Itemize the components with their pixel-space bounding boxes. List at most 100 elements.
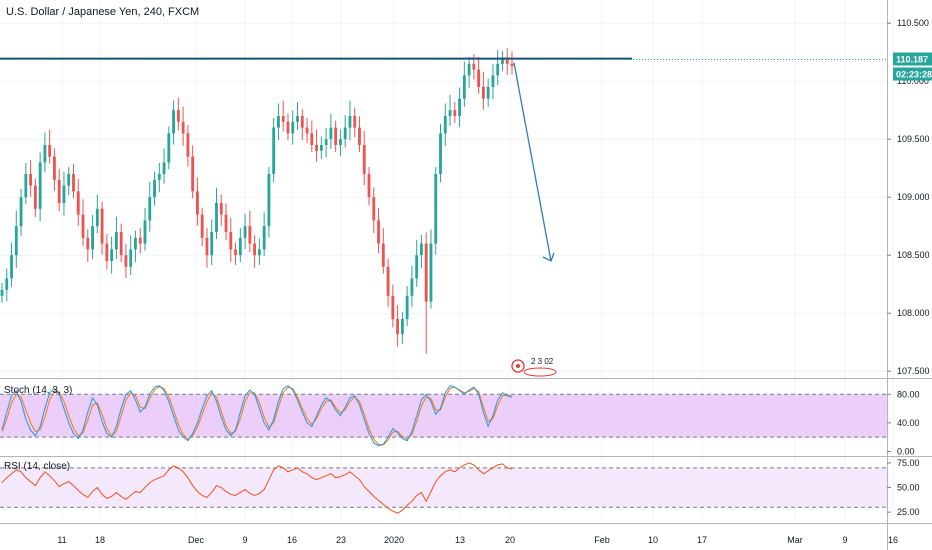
event-flag-icon — [523, 367, 557, 377]
candle-body — [453, 110, 457, 116]
candle-body — [67, 174, 71, 186]
candle-body — [119, 232, 123, 256]
price-tick-label: 109.000 — [897, 192, 930, 202]
candle-body — [53, 156, 56, 180]
price-tick-label: 108.000 — [897, 308, 930, 318]
price-tick-label: 108.500 — [897, 250, 930, 260]
candle-body — [439, 133, 442, 174]
countdown-badge — [893, 67, 932, 81]
candle-body — [110, 249, 114, 261]
candle-body — [81, 214, 85, 238]
candle-body — [196, 191, 199, 215]
rsi-band — [0, 467, 887, 508]
candle-body — [467, 63, 471, 76]
countdown-value: 02:23:28 — [896, 70, 932, 80]
chart-title: U.S. Dollar / Japanese Yen, 240, FXCM — [6, 6, 200, 18]
candle-body — [296, 116, 299, 122]
candle-body — [277, 116, 280, 128]
time-tick-label: Feb — [594, 535, 610, 545]
candle-body — [0, 290, 4, 296]
candle-body — [272, 127, 276, 174]
candle-body — [24, 174, 28, 198]
candle-body — [329, 127, 333, 140]
candle-body — [238, 237, 242, 256]
stoch-label: Stoch (14, 3, 3) — [4, 385, 73, 396]
candle-body — [19, 197, 23, 227]
event-marker-dot-icon — [516, 364, 520, 368]
candle-body — [372, 197, 376, 221]
candle-body — [157, 174, 161, 180]
candle-body — [114, 232, 118, 250]
candle-body — [400, 319, 404, 335]
candle-body — [124, 255, 128, 267]
candle-body — [62, 185, 66, 203]
time-tick-label: Mar — [787, 535, 803, 545]
candle-body — [343, 127, 347, 140]
axes: 110.500 109.500 109.000 108.500 108.000 107.5… — [57, 18, 932, 545]
candle-body — [472, 63, 476, 70]
candle-body — [505, 58, 509, 64]
price-tick-label: 110.000 — [897, 76, 929, 86]
forecast-arrow-line — [513, 62, 552, 262]
time-tick-label: 23 — [336, 535, 346, 545]
candle-body — [338, 139, 342, 145]
candle-body — [396, 319, 400, 335]
candle-body — [291, 121, 295, 134]
stoch-tick-label: 0.00 — [897, 446, 915, 456]
candle-body — [257, 249, 261, 256]
candle-body — [76, 191, 80, 215]
candle-body — [10, 255, 13, 279]
candle-body — [443, 116, 447, 134]
candle-body — [358, 127, 361, 145]
candle-body — [481, 87, 485, 99]
time-tick-label: 17 — [697, 535, 707, 545]
candle-body — [224, 214, 228, 232]
candle-body — [424, 243, 428, 302]
candle-body — [386, 266, 390, 296]
price-tick-label: 110.500 — [897, 18, 929, 28]
candle-body — [448, 110, 452, 116]
candle-body — [496, 63, 500, 76]
candle-body — [420, 243, 423, 256]
rsi-tick-label: 50.00 — [897, 483, 920, 493]
time-tick-label: 13 — [455, 535, 465, 545]
annotation-lines: 2 3 02 — [0, 57, 887, 377]
candle-body — [29, 174, 33, 186]
time-tick-label: 18 — [95, 535, 105, 545]
candle-body — [176, 110, 180, 122]
candle-body — [14, 226, 18, 256]
price-tick-label: 109.500 — [897, 134, 930, 144]
rsi-line — [1, 462, 513, 514]
candle-body — [134, 237, 137, 250]
stoch-d-line — [1, 385, 513, 446]
candle-body — [491, 75, 495, 87]
time-tick-label: 9 — [842, 535, 847, 545]
forecast-arrow-head — [542, 252, 555, 262]
candle-body — [186, 133, 190, 157]
candle-body — [248, 226, 252, 244]
candles-layer — [0, 48, 514, 354]
candle-body — [105, 243, 109, 261]
candle-body — [458, 98, 461, 116]
candle-body — [391, 295, 395, 319]
candle-body — [138, 237, 142, 244]
rsi-panel: 75.00 50.00 25.00 — [0, 458, 920, 517]
candle-body — [95, 208, 99, 227]
candle-body — [262, 226, 266, 250]
candle-body — [86, 237, 90, 250]
candle-body — [353, 116, 357, 128]
rsi-tick-label: 25.00 — [897, 507, 920, 517]
candle-body — [381, 243, 385, 267]
candle-body — [267, 174, 271, 227]
candle-body — [434, 174, 438, 244]
candle-body — [5, 278, 9, 290]
candle-body — [462, 75, 466, 99]
time-tick-label: 16 — [287, 535, 297, 545]
candle-body — [181, 121, 185, 134]
candle-body — [205, 237, 209, 256]
candle-body — [210, 232, 214, 256]
candle-body — [148, 197, 152, 221]
candle-body — [319, 145, 323, 151]
last-price-badge — [893, 52, 932, 66]
candle-body — [377, 220, 380, 244]
